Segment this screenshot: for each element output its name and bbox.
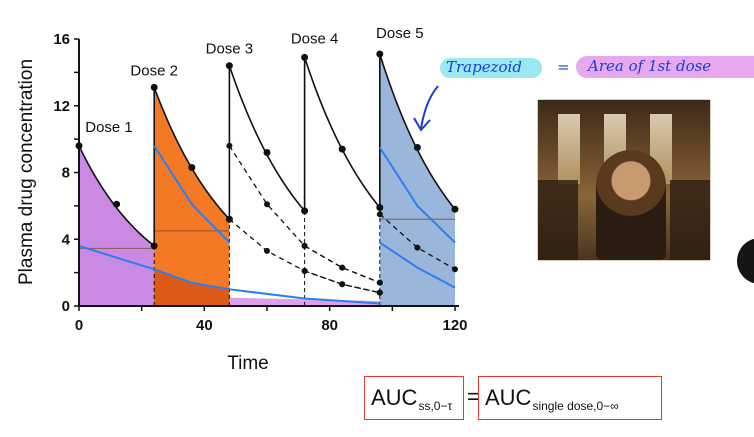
- concentration-curves: [75, 50, 459, 306]
- dark-circle-shape: [737, 238, 754, 284]
- component-point: [414, 244, 421, 251]
- data-point: [150, 242, 158, 250]
- component-point: [226, 142, 233, 149]
- x-tick-label: 80: [321, 317, 338, 334]
- component-point: [264, 247, 270, 254]
- auc-region-3: [379, 54, 455, 306]
- auc-single-dose-main: AUC: [485, 385, 532, 410]
- data-point: [263, 148, 271, 156]
- component-point: [226, 216, 233, 223]
- dose-label-2: Dose 2: [130, 62, 178, 79]
- component-point: [452, 266, 458, 273]
- auc-single-dose-box: AUC single dose,0−∞: [478, 376, 662, 420]
- blue-overlay-curve: [378, 146, 456, 244]
- data-point: [301, 207, 309, 215]
- auc-steady-state-box: AUC ss,0−τ: [364, 376, 464, 420]
- dose-labels: Dose 1 Dose 2 Dose 3 Dose 4 Dose 5: [85, 25, 423, 136]
- auc-formula: AUC ss,0−τ = AUC single dose,0−∞: [0, 376, 754, 420]
- y-tick-label: 12: [53, 98, 70, 115]
- cyan-highlight: [440, 58, 542, 78]
- auc-steady-state-sub: ss,0−τ: [418, 399, 453, 413]
- auc-region-2-lower: [154, 269, 230, 306]
- component-point: [264, 201, 270, 208]
- axes: [74, 38, 459, 311]
- component-point: [376, 279, 383, 286]
- component-curve: [304, 245, 381, 284]
- auc-shaded-areas: [79, 54, 455, 306]
- y-tick-label: 8: [62, 165, 70, 182]
- dose-label-3: Dose 3: [206, 41, 254, 58]
- component-point: [376, 289, 383, 296]
- trapezoid-note: Trapezoid: [446, 58, 522, 76]
- hand-drawn-arrow: [420, 85, 439, 129]
- data-point: [413, 143, 421, 151]
- y-tick-label: 0: [62, 298, 70, 315]
- blue-overlay-curve: [78, 244, 380, 305]
- purple-highlight: [576, 56, 754, 78]
- data-point: [338, 145, 346, 153]
- equals-note: =: [557, 58, 570, 76]
- x-tick-label: 0: [75, 317, 83, 334]
- component-point: [301, 267, 308, 274]
- area-note: Area of 1st dose: [588, 57, 712, 75]
- data-point: [113, 200, 121, 208]
- formula-equals: =: [467, 384, 480, 409]
- auc-region-2: [154, 87, 230, 306]
- data-point: [188, 163, 196, 171]
- auc-single-dose-sub: single dose,0−∞: [532, 399, 619, 413]
- blue-overlay-curve: [153, 145, 231, 244]
- y-axis-title: Plasma drug concentration: [16, 59, 37, 285]
- dose-label-5: Dose 5: [376, 25, 424, 42]
- auc-steady-state-main: AUC: [371, 385, 418, 410]
- x-tick-label: 120: [442, 317, 467, 334]
- auc-region-tail: [229, 297, 380, 306]
- component-point: [339, 264, 346, 271]
- dose-label-1: Dose 1: [85, 119, 133, 136]
- x-tick-label: 40: [196, 317, 213, 334]
- data-point: [376, 50, 384, 58]
- data-point: [451, 205, 459, 213]
- movie-still-image: [538, 100, 710, 260]
- x-axis-title: Time: [227, 353, 269, 374]
- y-tick-label: 16: [53, 31, 70, 48]
- tick-labels: 0 4 8 12 16 0 40 80 120: [53, 31, 467, 334]
- blue-overlay-curve: [379, 241, 456, 289]
- component-point: [376, 211, 383, 218]
- auc-region-1: [79, 145, 155, 306]
- component-point: [339, 281, 346, 288]
- hand-drawn-arrowhead: [413, 117, 431, 132]
- y-tick-label: 4: [62, 231, 71, 248]
- component-point: [301, 242, 308, 249]
- dose-label-4: Dose 4: [291, 30, 339, 47]
